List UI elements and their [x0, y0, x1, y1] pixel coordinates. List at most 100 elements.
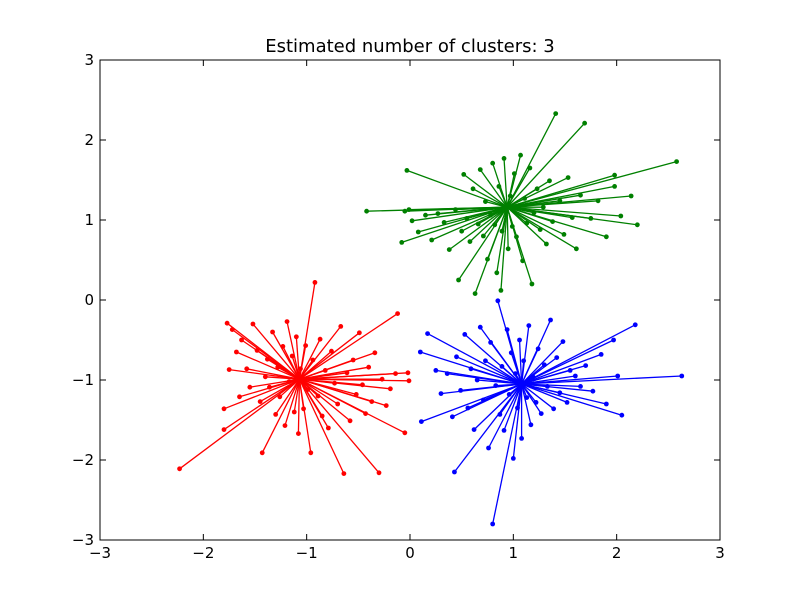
cluster-1-point-51 [547, 178, 552, 184]
cluster-1-link-53 [506, 113, 557, 208]
cluster-2-link-21 [495, 383, 522, 387]
cluster-1-point-47 [534, 186, 540, 192]
cluster-1-point-11 [446, 247, 452, 253]
cluster-0-point-23 [282, 423, 288, 428]
cluster-1-point-37 [511, 171, 517, 177]
cluster-2-point-22 [495, 298, 501, 304]
chart-title: Estimated number of clusters: 3 [265, 36, 555, 57]
cluster-1-point-34 [505, 246, 511, 252]
cluster-1-link-65 [507, 185, 615, 208]
cluster-0-point-25 [286, 379, 292, 384]
cluster-2-point-42 [541, 362, 547, 368]
cluster-2-point-12 [468, 366, 474, 372]
cluster-0-point-54 [366, 364, 372, 370]
cluster-1-point-7 [423, 212, 428, 218]
x-tick-label: −3 [89, 544, 111, 562]
y-tick-label: −1 [72, 371, 94, 389]
cluster-2-point-6 [449, 414, 455, 420]
cluster-0-point-57 [376, 470, 382, 476]
cluster-0-point-58 [379, 376, 385, 382]
cluster-0-link-15 [265, 376, 300, 380]
cluster-2-link-46 [521, 357, 558, 385]
cluster-1-link-51 [506, 180, 550, 208]
cluster-2-point-43 [545, 384, 550, 389]
cluster-1-link-15 [463, 173, 508, 208]
cluster-0-center [296, 376, 303, 383]
cluster-1-point-2 [402, 208, 408, 214]
cluster-0-link-22 [282, 346, 301, 380]
cluster-0-point-60 [387, 386, 393, 392]
cluster-1-point-16 [464, 216, 470, 221]
cluster-1-link-45 [506, 207, 533, 285]
cluster-2-point-45 [551, 406, 557, 412]
cluster-0-point-43 [332, 380, 337, 386]
cluster-1-point-25 [488, 212, 493, 218]
cluster-2-link-2 [427, 333, 522, 385]
cluster-1-link-11 [448, 206, 508, 251]
cluster-2-link-44 [521, 319, 552, 385]
cluster-2-link-58 [521, 383, 623, 416]
cluster-0-point-61 [393, 371, 398, 376]
cluster-0-link-1 [223, 378, 300, 431]
cluster-0-point-21 [277, 394, 283, 400]
cluster-2-point-57 [611, 337, 616, 343]
cluster-2-link-56 [521, 383, 607, 405]
cluster-0-point-19 [273, 412, 279, 417]
cluster-0-link-21 [279, 378, 300, 398]
cluster-1-point-26 [490, 160, 496, 166]
cluster-0-link-28 [295, 336, 301, 380]
cluster-1-point-32 [501, 156, 507, 161]
cluster-0-link-44 [299, 378, 339, 405]
cluster-1-point-36 [509, 224, 515, 229]
cluster-0-point-38 [317, 336, 323, 342]
cluster-1-link-25 [490, 206, 508, 216]
cluster-1-point-14 [459, 228, 465, 234]
cluster-1-point-35 [507, 193, 513, 199]
cluster-1-point-64 [612, 172, 617, 178]
cluster-1-point-66 [618, 213, 624, 219]
cluster-2-link-23 [499, 383, 523, 415]
cluster-1-point-22 [480, 233, 486, 239]
cluster-2-link-25 [503, 383, 523, 431]
cluster-1-link-67 [507, 195, 632, 208]
cluster-0-link-2 [229, 368, 300, 380]
cluster-2-point-40 [535, 346, 541, 352]
cluster-2-point-15 [477, 324, 483, 330]
cluster-0-point-40 [322, 368, 328, 373]
cluster-1-point-45 [529, 281, 535, 287]
cluster-2-point-29 [510, 456, 516, 461]
cluster-0-link-34 [298, 379, 312, 453]
cluster-0-point-63 [402, 430, 408, 436]
cluster-2-link-54 [521, 383, 593, 392]
cluster-2-point-7 [452, 469, 457, 475]
cluster-2-link-55 [521, 353, 602, 385]
cluster-2-point-28 [508, 350, 514, 356]
cluster-0-link-6 [236, 351, 300, 380]
cluster-0-link-19 [275, 378, 300, 415]
cluster-1-point-56 [565, 175, 571, 181]
cluster-2-point-38 [530, 374, 536, 380]
cluster-2-link-37 [520, 383, 532, 425]
cluster-2-point-52 [578, 384, 583, 389]
cluster-0-link-27 [293, 379, 301, 413]
cluster-0-link-64 [299, 378, 409, 382]
cluster-1-link-69 [506, 160, 677, 208]
cluster-1-point-29 [496, 184, 502, 189]
cluster-1-link-32 [503, 158, 508, 208]
cluster-2-point-10 [462, 332, 468, 337]
cluster-1-link-40 [506, 155, 522, 208]
cluster-1-point-20 [475, 221, 481, 227]
cluster-2-point-37 [528, 422, 534, 428]
cluster-2-link-60 [521, 375, 682, 385]
cluster-2-point-53 [583, 363, 589, 368]
x-tick-label: −2 [192, 544, 214, 562]
cluster-2-link-59 [521, 324, 636, 385]
cluster-0-link-20 [277, 366, 300, 380]
cluster-2-link-0 [421, 383, 522, 423]
cluster-0-point-14 [259, 450, 265, 456]
cluster-1-point-10 [441, 220, 447, 225]
cluster-0-point-6 [234, 349, 239, 355]
cluster-2-point-20 [490, 521, 496, 527]
cluster-1-point-1 [399, 240, 405, 245]
cluster-1-link-17 [469, 206, 508, 243]
